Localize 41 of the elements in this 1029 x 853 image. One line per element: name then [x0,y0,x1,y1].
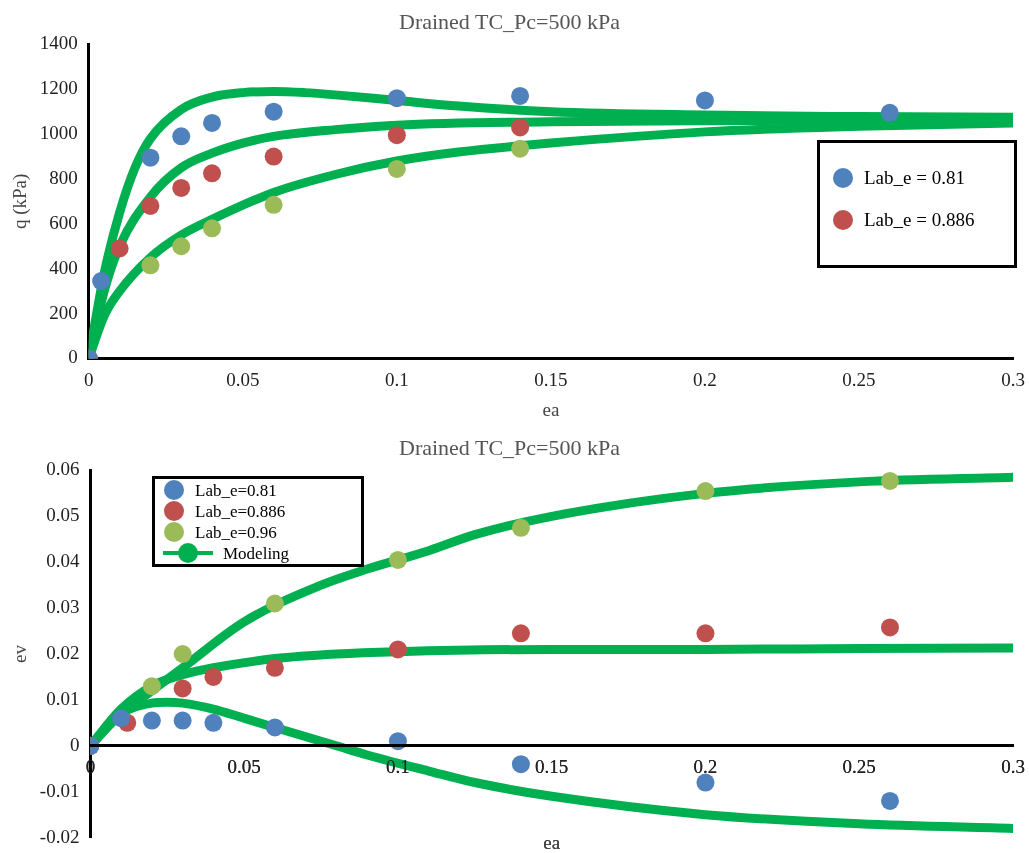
x-tick-label: 0.05 [227,756,261,778]
y-axis-title: q (kPa) [9,173,32,230]
chart-title: Drained TC_Pc=500 kPa [399,8,621,34]
legend-label: Lab_e=0.81 [195,480,277,500]
legend-label: Modeling [223,543,290,563]
x-tick-label: 0 [84,368,94,390]
y-tick-label: 800 [49,166,78,188]
legend-label: Lab_e = 0.81 [864,167,965,189]
legend-label: Lab_e=0.96 [195,522,277,542]
y-tick-label: 0.04 [46,550,80,572]
x-tick-label: 0.25 [842,368,876,390]
y-tick-label: 0.01 [46,687,80,709]
x-tick-label: 0.15 [534,368,568,390]
y-tick-label: 600 [49,211,78,233]
legend-label: Lab_e=0.886 [195,501,286,521]
y-tick-label: 1400 [39,32,78,54]
y-axis-title: ev [9,644,31,663]
x-tick-label: 0.25 [842,756,876,778]
x-tick-label: 0.2 [693,368,717,390]
y-tick-label: 400 [49,256,78,278]
y-tick-label: 0.02 [46,641,80,663]
y-tick-label: 200 [49,301,78,323]
x-tick-label: 0.3 [1001,368,1025,390]
x-tick-label: 0.1 [384,368,409,390]
y-tick-label: 0.03 [46,596,80,618]
y-tick-label: 0.05 [46,504,80,526]
y-tick-label: -0.01 [39,779,80,801]
y-tick-label: 0 [68,346,78,368]
y-tick-label: -0.02 [39,825,80,847]
y-tick-label: 0.06 [46,458,80,480]
x-tick-label: 0.3 [1001,756,1025,778]
legend-label: Lab_e = 0.886 [864,209,975,231]
x-tick-label: 0.2 [693,756,718,778]
x-tick-label: 0.05 [226,368,260,390]
x-tick-label: 0.15 [535,756,569,778]
x-axis-title: ea [542,398,560,420]
y-tick-label: 1200 [39,77,78,99]
y-tick-label: 0 [69,733,80,755]
y-tick-label: 1000 [39,122,78,144]
x-axis-title: ea [543,831,561,853]
chart-title: Drained TC_Pc=500 kPa [399,434,621,460]
